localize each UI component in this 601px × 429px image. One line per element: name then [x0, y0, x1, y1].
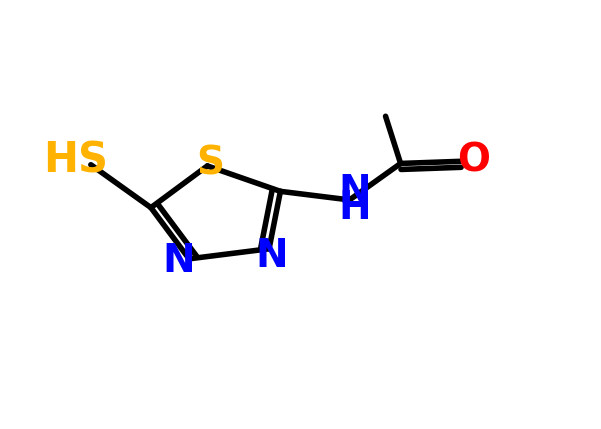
Text: H: H: [338, 189, 371, 227]
Text: N: N: [338, 173, 371, 211]
Text: O: O: [457, 142, 490, 179]
Text: N: N: [256, 238, 288, 275]
Text: N: N: [162, 242, 195, 280]
Text: HS: HS: [43, 139, 108, 181]
Text: S: S: [197, 145, 224, 183]
